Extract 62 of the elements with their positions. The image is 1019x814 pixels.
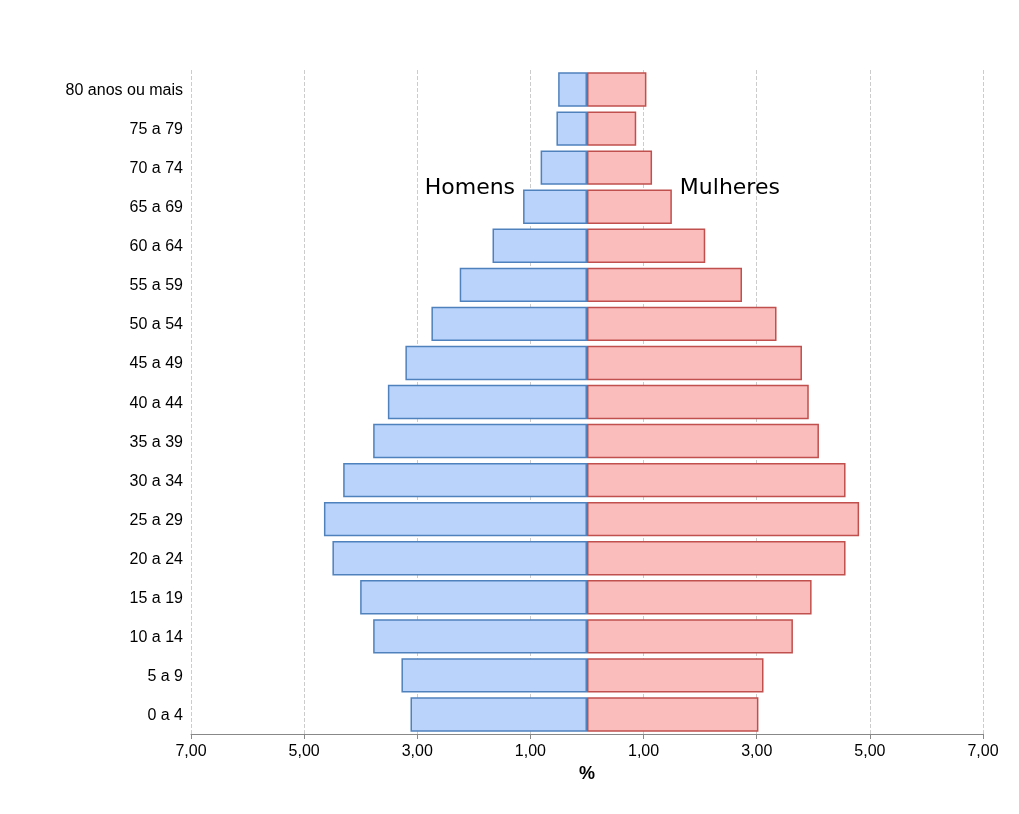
series-label: Mulheres: [679, 174, 780, 200]
y-tick-label: 35 a 39: [129, 432, 184, 450]
y-tick-label: 80 anos ou mais: [65, 81, 183, 99]
bar: [587, 423, 819, 459]
bar: [587, 72, 647, 107]
x-tick-label: 7,00: [967, 741, 999, 759]
x-tick-label: 1,00: [514, 741, 547, 759]
bar: [587, 150, 653, 185]
bar: [587, 658, 764, 693]
y-tick-label: 0 a 4: [147, 705, 184, 723]
bar: [401, 658, 587, 693]
bar: [587, 462, 846, 498]
bar: [587, 189, 672, 224]
x-tick-label: 5,00: [288, 741, 320, 759]
bar: [343, 462, 587, 498]
y-tick-label: 30 a 34: [129, 471, 184, 489]
series-label: Homens: [424, 174, 516, 200]
x-tick-label: 3,00: [741, 741, 773, 759]
bar: [523, 189, 587, 224]
bar: [332, 541, 587, 576]
bar: [587, 619, 793, 654]
x-tick-label: 1,00: [628, 741, 660, 759]
bar: [587, 384, 809, 420]
x-tick-label: 5,00: [854, 741, 886, 759]
bar: [587, 580, 812, 615]
bar: [587, 111, 637, 146]
bar: [587, 306, 777, 342]
y-tick-label: 75 a 79: [129, 120, 184, 138]
bar: [360, 580, 587, 615]
bar: [587, 228, 706, 263]
y-tick-label: 60 a 64: [129, 237, 184, 255]
y-tick-label: 50 a 54: [129, 315, 184, 333]
bar: [556, 111, 587, 146]
bar: [459, 267, 587, 303]
bar: [558, 72, 587, 107]
bar: [587, 267, 743, 303]
y-tick-label: 5 a 9: [147, 666, 184, 684]
y-tick-label: 15 a 19: [129, 588, 184, 606]
x-tick-label: 3,00: [401, 741, 433, 759]
y-tick-label: 40 a 44: [129, 393, 184, 411]
y-tick-label: 10 a 14: [129, 627, 184, 645]
y-tick-label: 55 a 59: [129, 276, 184, 294]
bar: [373, 423, 587, 459]
bar: [587, 345, 802, 381]
bar: [387, 384, 587, 420]
y-tick-label: 45 a 49: [129, 354, 184, 372]
bar: [410, 697, 587, 732]
y-tick-label: 65 a 69: [129, 198, 184, 216]
y-tick-label: 25 a 29: [129, 510, 184, 528]
bar: [323, 501, 587, 537]
x-tick-label: 7,00: [175, 741, 207, 759]
bar: [587, 541, 846, 576]
bar: [540, 150, 587, 185]
bar: [587, 501, 860, 537]
bar: [431, 306, 587, 342]
y-tick-label: 20 a 24: [129, 549, 184, 567]
bar: [587, 697, 759, 732]
bar: [373, 619, 587, 654]
x-axis-title: %: [578, 763, 596, 783]
bar: [405, 345, 587, 381]
y-tick-label: 70 a 74: [129, 159, 184, 177]
bar: [492, 228, 587, 263]
